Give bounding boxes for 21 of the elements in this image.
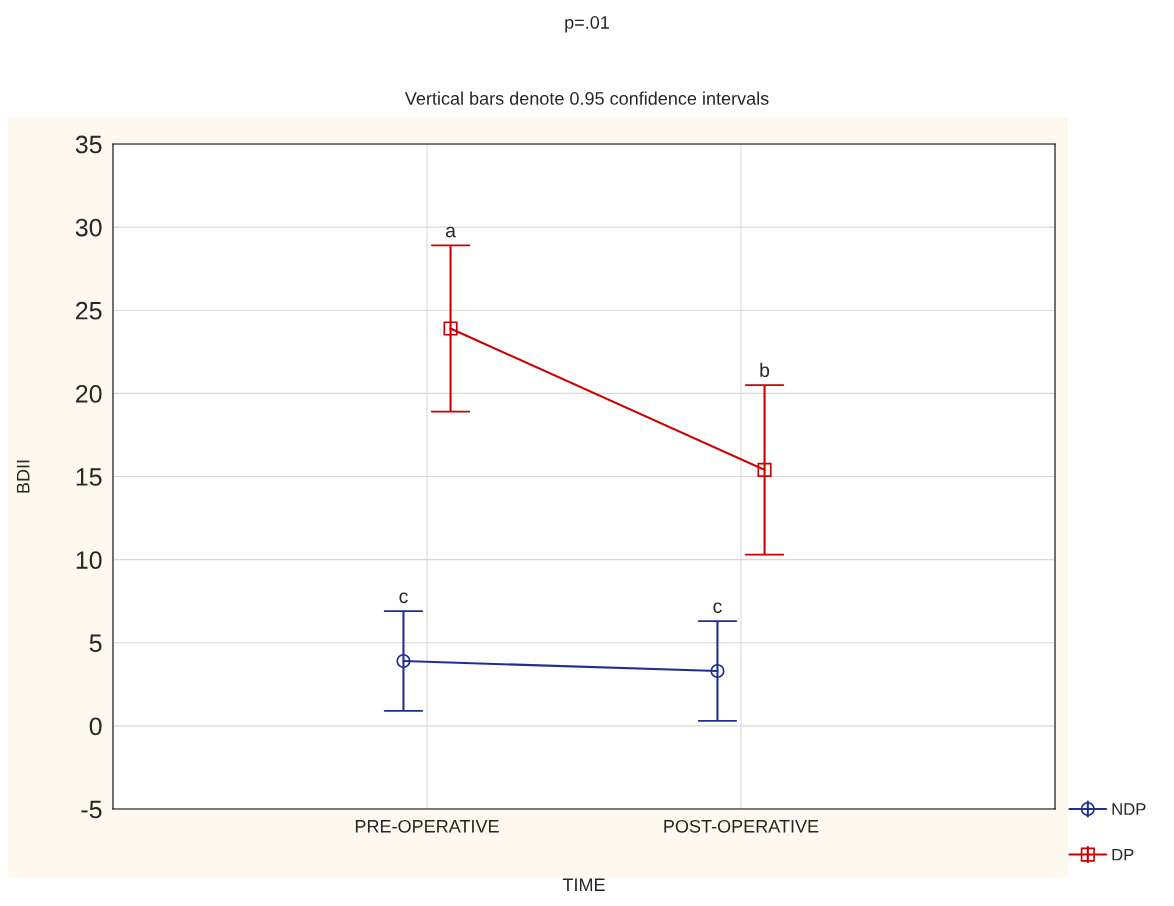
- y-tick-label: 5: [89, 634, 102, 653]
- chart-subtitle: Vertical bars denote 0.95 confidence intervals: [404, 91, 769, 105]
- y-tick-label: 35: [75, 135, 102, 154]
- chart-title: p=.01: [565, 16, 609, 33]
- x-axis-title: TIME: [562, 878, 605, 891]
- annotation: c: [713, 602, 722, 614]
- y-tick-label: 25: [76, 301, 102, 320]
- annotation: b: [760, 362, 770, 378]
- x-tick-label: PRE-OPERATIVE: [355, 819, 499, 833]
- annotation: a: [445, 226, 456, 238]
- y-tick-label: 30: [75, 218, 102, 237]
- y-tick-label: 0: [89, 717, 102, 736]
- y-axis-title: BDII: [16, 460, 30, 493]
- legend-label: NDP: [1112, 803, 1146, 815]
- y-tick-label: 20: [76, 384, 102, 403]
- y-tick-label: 10: [76, 551, 102, 569]
- legend-label: DP: [1112, 848, 1134, 861]
- x-tick-label: POST-OPERATIVE: [664, 819, 819, 833]
- annotation: c: [399, 592, 408, 604]
- y-tick-label: -5: [81, 800, 102, 819]
- y-tick-label: 15: [76, 468, 102, 486]
